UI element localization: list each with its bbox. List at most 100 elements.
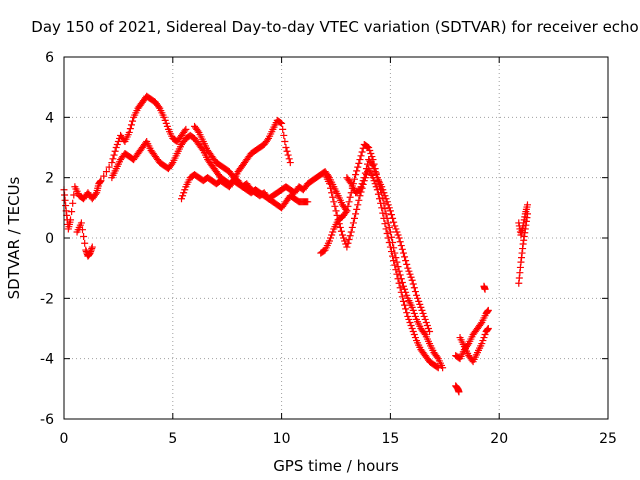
data-point	[395, 279, 403, 287]
data-point	[113, 140, 121, 148]
data-point	[342, 208, 350, 216]
data-point	[455, 388, 463, 396]
chart-title: Day 150 of 2021, Sidereal Day-to-day VTE…	[31, 18, 638, 36]
data-point	[352, 210, 360, 218]
data-point	[426, 328, 434, 336]
y-tick-label: 2	[45, 171, 54, 187]
data-point	[389, 214, 397, 222]
data-point	[433, 363, 441, 371]
data-point	[162, 119, 170, 127]
data-point	[478, 340, 486, 348]
data-point	[181, 186, 189, 194]
data-point	[384, 201, 392, 209]
data-point	[379, 186, 387, 194]
data-point	[88, 243, 96, 251]
data-point	[480, 334, 488, 342]
data-point	[382, 210, 390, 218]
data-point	[407, 273, 415, 281]
data-point	[112, 144, 120, 151]
data-point	[422, 318, 430, 326]
data-point	[479, 337, 487, 345]
data-point	[368, 153, 376, 161]
data-point	[336, 223, 344, 231]
data-point	[385, 204, 393, 212]
data-point	[97, 177, 105, 185]
data-point	[387, 211, 395, 219]
data-point	[329, 193, 337, 201]
y-tick-label: -4	[40, 352, 54, 368]
data-point	[81, 239, 89, 247]
data-point	[411, 334, 419, 342]
data-point	[357, 183, 365, 191]
data-point	[410, 284, 418, 292]
data-point	[345, 198, 353, 206]
data-point	[391, 222, 399, 230]
data-point	[282, 144, 290, 151]
data-point	[329, 228, 337, 236]
data-point	[100, 172, 108, 180]
data-point	[327, 184, 335, 192]
x-tick-label: 25	[599, 431, 617, 447]
data-point	[67, 216, 75, 224]
data-point	[380, 189, 388, 197]
data-point	[78, 226, 86, 234]
data-point	[370, 177, 378, 185]
data-point	[354, 163, 362, 171]
data-point	[194, 127, 202, 135]
data-point	[335, 220, 343, 228]
series-track-11	[452, 382, 463, 396]
data-point	[179, 192, 187, 200]
data-point	[385, 239, 393, 247]
data-point	[481, 285, 489, 293]
data-point	[408, 276, 416, 284]
data-point	[281, 137, 289, 145]
data-point	[70, 191, 78, 199]
data-point	[401, 285, 409, 293]
series-track-10	[456, 325, 492, 366]
data-point	[111, 147, 119, 155]
data-point	[385, 223, 393, 231]
data-point	[481, 331, 489, 339]
x-tick-label: 5	[168, 431, 177, 447]
data-point	[359, 177, 367, 185]
data-point	[409, 306, 417, 314]
data-point	[366, 147, 374, 155]
data-point	[277, 119, 285, 127]
data-point	[77, 219, 85, 227]
data-point	[393, 228, 401, 236]
data-point	[399, 249, 407, 257]
data-point	[372, 171, 380, 179]
y-tick-label: -6	[40, 412, 54, 428]
data-point	[102, 168, 110, 176]
data-point	[356, 156, 364, 164]
data-point	[419, 309, 427, 317]
x-axis-label: GPS time / hours	[273, 457, 399, 475]
data-point	[160, 113, 168, 121]
data-point	[155, 103, 163, 111]
data-point	[364, 143, 372, 151]
data-point	[354, 201, 362, 209]
data-point	[418, 306, 426, 314]
data-point	[386, 228, 394, 236]
data-point	[92, 190, 100, 198]
data-point	[410, 331, 418, 339]
data-point	[161, 116, 169, 124]
data-point	[407, 321, 415, 329]
data-point	[362, 165, 370, 173]
data-point	[386, 243, 394, 251]
data-point	[337, 227, 345, 235]
data-point	[396, 284, 404, 292]
data-point	[355, 196, 363, 204]
data-point	[125, 128, 133, 136]
data-point	[105, 163, 113, 171]
data-point	[404, 264, 412, 272]
data-point	[393, 270, 401, 278]
grid-lines	[64, 57, 608, 419]
data-point	[355, 159, 363, 167]
data-point	[523, 201, 531, 209]
data-point	[406, 270, 414, 278]
data-point	[379, 209, 387, 217]
data-point	[356, 186, 364, 194]
data-point	[343, 207, 351, 215]
